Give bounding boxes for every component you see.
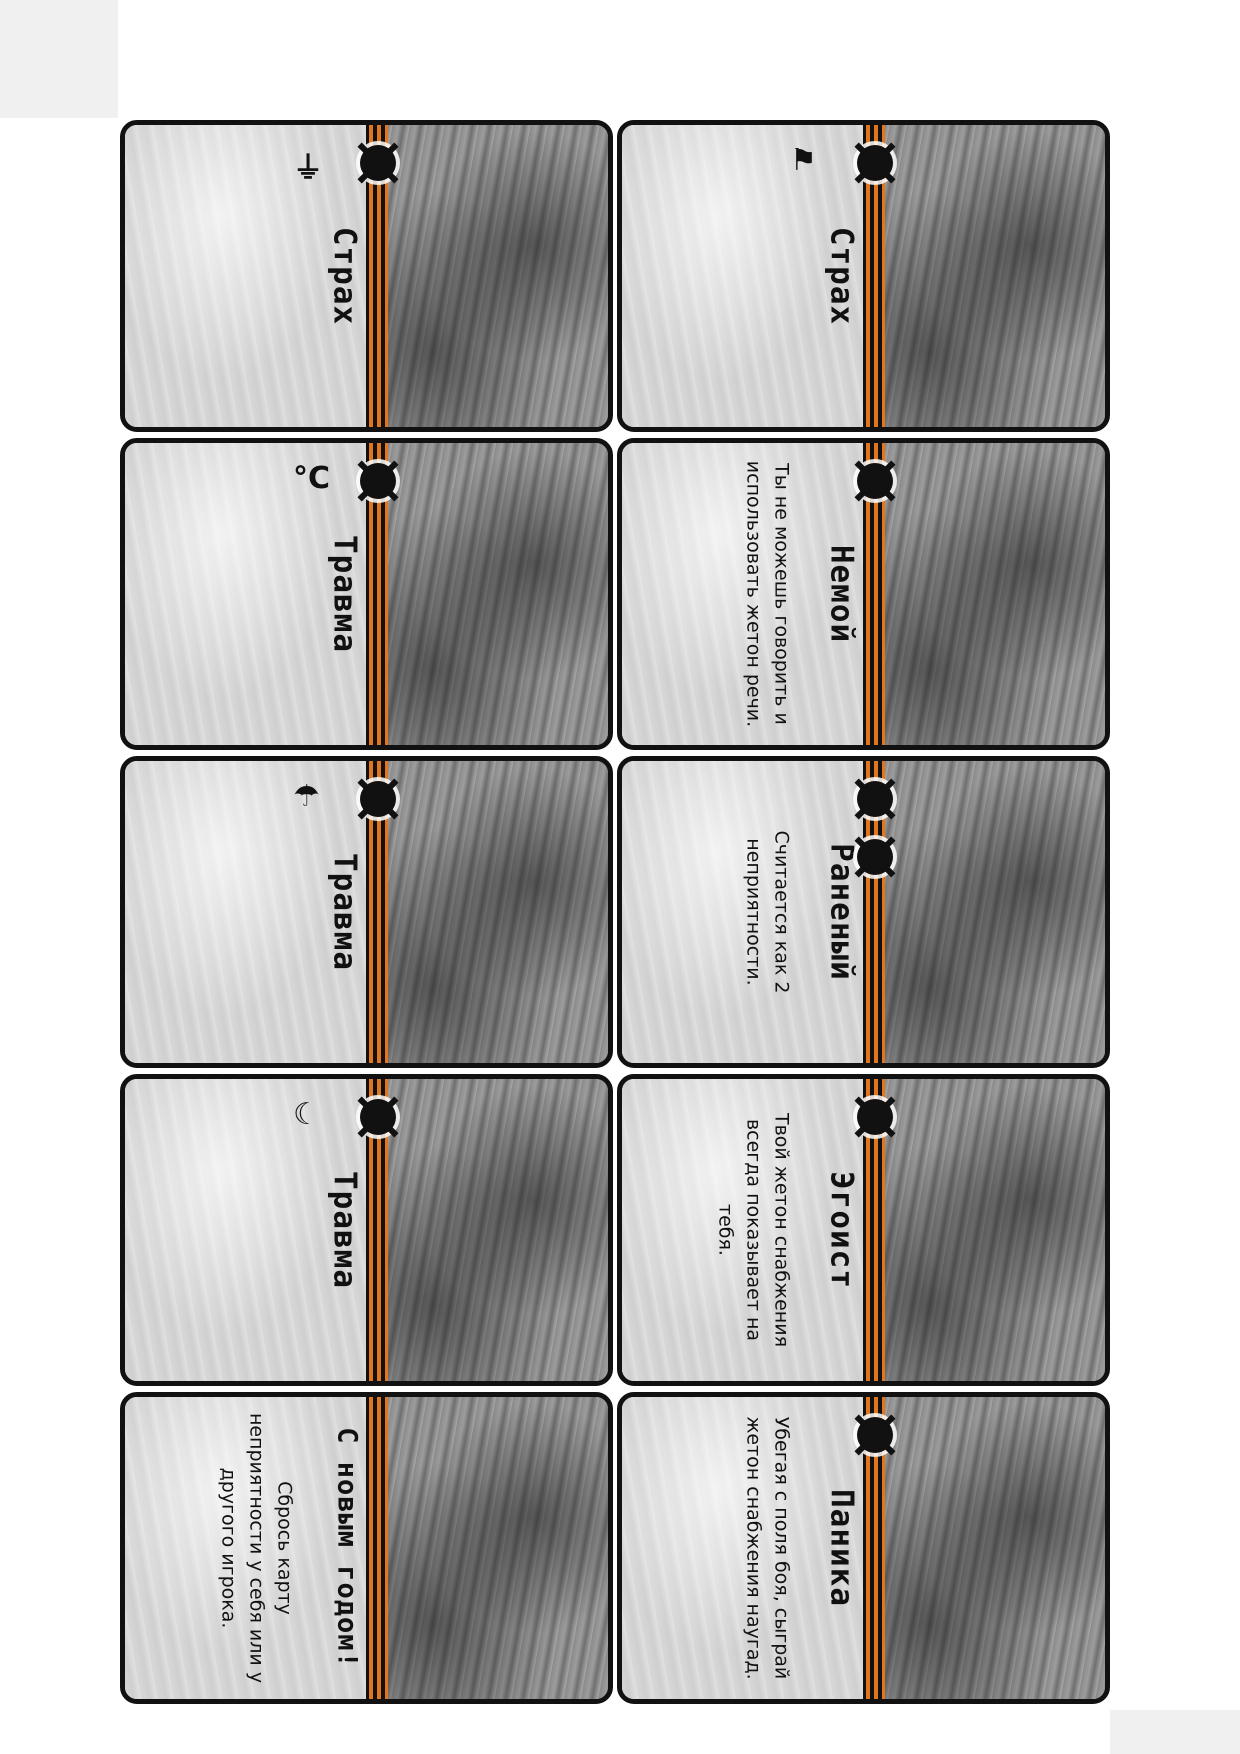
card-description: Считается как 2 неприятности.	[742, 830, 792, 994]
st-george-ribbon	[366, 761, 388, 1063]
card-title: Немой	[823, 544, 859, 644]
card-text-area: Страх ⏚	[125, 125, 368, 427]
explosion-icon	[857, 145, 893, 181]
card-mute: Немой Ты не можешь говорить и использова…	[617, 438, 1110, 750]
explosion-icon	[360, 145, 396, 181]
st-george-ribbon	[366, 125, 388, 427]
explosion-icon	[857, 1099, 893, 1135]
card-egoist: Эгоист Твой жетон снабжения всегда показ…	[617, 1074, 1110, 1386]
card-title: Эгоист	[823, 1171, 859, 1289]
card-title: Раненый	[823, 843, 859, 981]
explosion-icon	[360, 1099, 396, 1135]
explosion-icon	[360, 463, 396, 499]
card-photo	[358, 443, 608, 745]
card-text-area: Раненый Считается как 2 неприятности.	[622, 761, 865, 1063]
card-title: Страх	[823, 226, 859, 326]
card-photo	[855, 443, 1105, 745]
explosion-icon	[360, 781, 396, 817]
card-title: Травма	[326, 535, 362, 653]
card-title: Травма	[326, 1171, 362, 1289]
flag-icon: ⚑	[790, 143, 817, 178]
card-description: Сбрось карту неприятности у себя или у д…	[217, 1412, 295, 1684]
st-george-ribbon	[366, 1397, 388, 1699]
card-text-area: Немой Ты не можешь говорить и использова…	[622, 443, 865, 745]
card-photo	[855, 761, 1105, 1063]
card-fear-1: Страх ⏚	[120, 120, 613, 432]
card-text-area: Страх ⚑	[622, 125, 865, 427]
page-corner-top-left	[0, 0, 118, 118]
card-text-area: Травма °C	[125, 443, 368, 745]
card-photo	[358, 1397, 608, 1699]
card-photo	[855, 1079, 1105, 1381]
st-george-ribbon	[863, 125, 885, 427]
card-trauma-2: Травма ☂	[120, 756, 613, 1068]
card-description: Твой жетон снабжения всегда показывает н…	[714, 1112, 792, 1347]
explosion-icon	[857, 781, 893, 817]
st-george-ribbon	[863, 761, 885, 1063]
explosion-icon	[857, 1417, 893, 1453]
card-title: Паника	[823, 1489, 859, 1607]
rain-icon: ☂	[293, 779, 320, 814]
card-photo	[855, 1397, 1105, 1699]
st-george-ribbon	[863, 443, 885, 745]
card-text-area: Травма ☂	[125, 761, 368, 1063]
card-title: С новым годом!	[331, 1427, 362, 1669]
card-panic: Паника Убегая с поля боя, сыграй жетон с…	[617, 1392, 1110, 1704]
card-description: Ты не можешь говорить и использовать жет…	[742, 460, 792, 728]
card-photo	[358, 125, 608, 427]
card-text-area: С новым годом! Сбрось карту неприятности…	[125, 1397, 368, 1699]
card-description: Убегая с поля боя, сыграй жетон снабжени…	[742, 1416, 792, 1680]
card-text-area: Травма ☾	[125, 1079, 368, 1381]
card-wounded: Раненый Считается как 2 неприятности.	[617, 756, 1110, 1068]
st-george-ribbon	[366, 1079, 388, 1381]
card-text-area: Паника Убегая с поля боя, сыграй жетон с…	[622, 1397, 865, 1699]
card-photo	[855, 125, 1105, 427]
page-corner-bottom-right	[1110, 1710, 1240, 1754]
card-title: Страх	[326, 226, 362, 326]
card-trauma-1: Травма °C	[120, 438, 613, 750]
st-george-ribbon	[863, 1079, 885, 1381]
st-george-ribbon	[366, 443, 388, 745]
card-new-year: С новым годом! Сбрось карту неприятности…	[120, 1392, 613, 1704]
card-fear-2: Страх ⚑	[617, 120, 1110, 432]
explosion-icon	[857, 463, 893, 499]
moon-icon: ☾	[293, 1097, 320, 1132]
card-photo	[358, 761, 608, 1063]
card-trauma-3: Травма ☾	[120, 1074, 613, 1386]
st-george-ribbon	[863, 1397, 885, 1699]
temperature-icon: °C	[293, 461, 331, 496]
explosion-icon	[857, 839, 893, 875]
card-photo	[358, 1079, 608, 1381]
card-title: Травма	[326, 853, 362, 971]
thermometer-icon: ⏚	[293, 151, 323, 186]
card-text-area: Эгоист Твой жетон снабжения всегда показ…	[622, 1079, 865, 1381]
